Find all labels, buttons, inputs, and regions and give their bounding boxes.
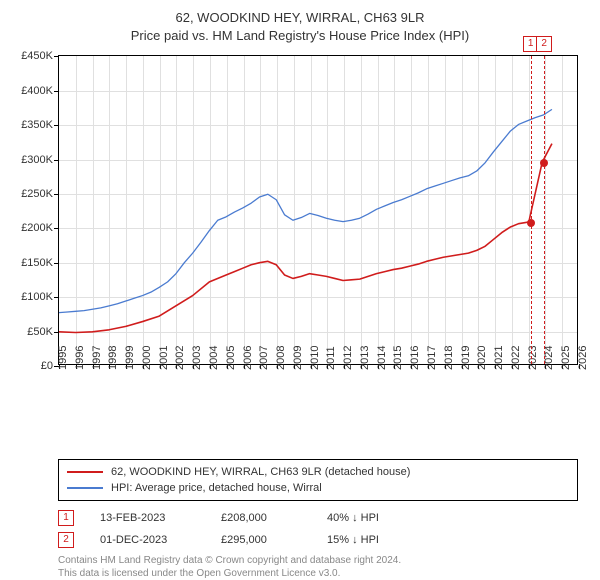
event-dot [527,219,535,227]
footnote: Contains HM Land Registry data © Crown c… [58,555,578,580]
footnote-line: Contains HM Land Registry data © Crown c… [58,555,578,568]
chart-frame: £0 £50K £100K £150K £200K £250K £300K £350K £400… [10,51,590,411]
ytick-label: £350K [21,119,53,131]
event-row-date: 01-DEC-2023 [100,534,195,546]
ytick-label: £100K [21,291,53,303]
ytick-label: £450K [21,50,53,62]
ytick-label: £300K [21,154,53,166]
event-row-badge: 2 [58,532,74,548]
series-price [59,144,552,333]
ytick-label: £50K [27,326,53,338]
page-subtitle: Price paid vs. HM Land Registry's House … [10,28,590,43]
ytick-label: £400K [21,85,53,97]
event-badge: 2 [536,36,552,52]
page-title: 62, WOODKIND HEY, WIRRAL, CH63 9LR [10,10,590,26]
event-row: 1 13-FEB-2023 £208,000 40% ↓ HPI [58,507,578,529]
events-table: 1 13-FEB-2023 £208,000 40% ↓ HPI 2 01-DEC-202… [58,507,578,551]
ytick-label: £0 [41,360,53,372]
legend: 62, WOODKIND HEY, WIRRAL, CH63 9LR (deta… [58,459,578,501]
footnote-line: This data is licensed under the Open Gov… [58,568,578,580]
event-row-badge: 1 [58,510,74,526]
event-line [531,56,532,364]
series-hpi [59,110,552,313]
legend-row-hpi: HPI: Average price, detached house, Wirr… [67,480,569,496]
event-row-pct: 15% ↓ HPI [327,534,417,546]
chart-plot-area: £0£50K£100K£150K£200K£250K£300K£350K£400… [58,55,578,365]
event-dot [540,159,548,167]
event-row: 2 01-DEC-2023 £295,000 15% ↓ HPI [58,529,578,551]
ytick-label: £250K [21,188,53,200]
legend-label-hpi: HPI: Average price, detached house, Wirr… [111,482,322,494]
event-row-date: 13-FEB-2023 [100,512,195,524]
event-row-price: £208,000 [221,512,301,524]
event-line [544,56,545,364]
ytick-label: £150K [21,257,53,269]
legend-row-price: 62, WOODKIND HEY, WIRRAL, CH63 9LR (deta… [67,464,569,480]
legend-swatch-hpi [67,487,103,489]
event-row-price: £295,000 [221,534,301,546]
xtick-label: 2026 [577,346,589,370]
chart-svg [59,56,577,364]
ytick-label: £200K [21,222,53,234]
legend-swatch-price [67,471,103,473]
legend-label-price: 62, WOODKIND HEY, WIRRAL, CH63 9LR (deta… [111,466,410,478]
event-row-pct: 40% ↓ HPI [327,512,417,524]
